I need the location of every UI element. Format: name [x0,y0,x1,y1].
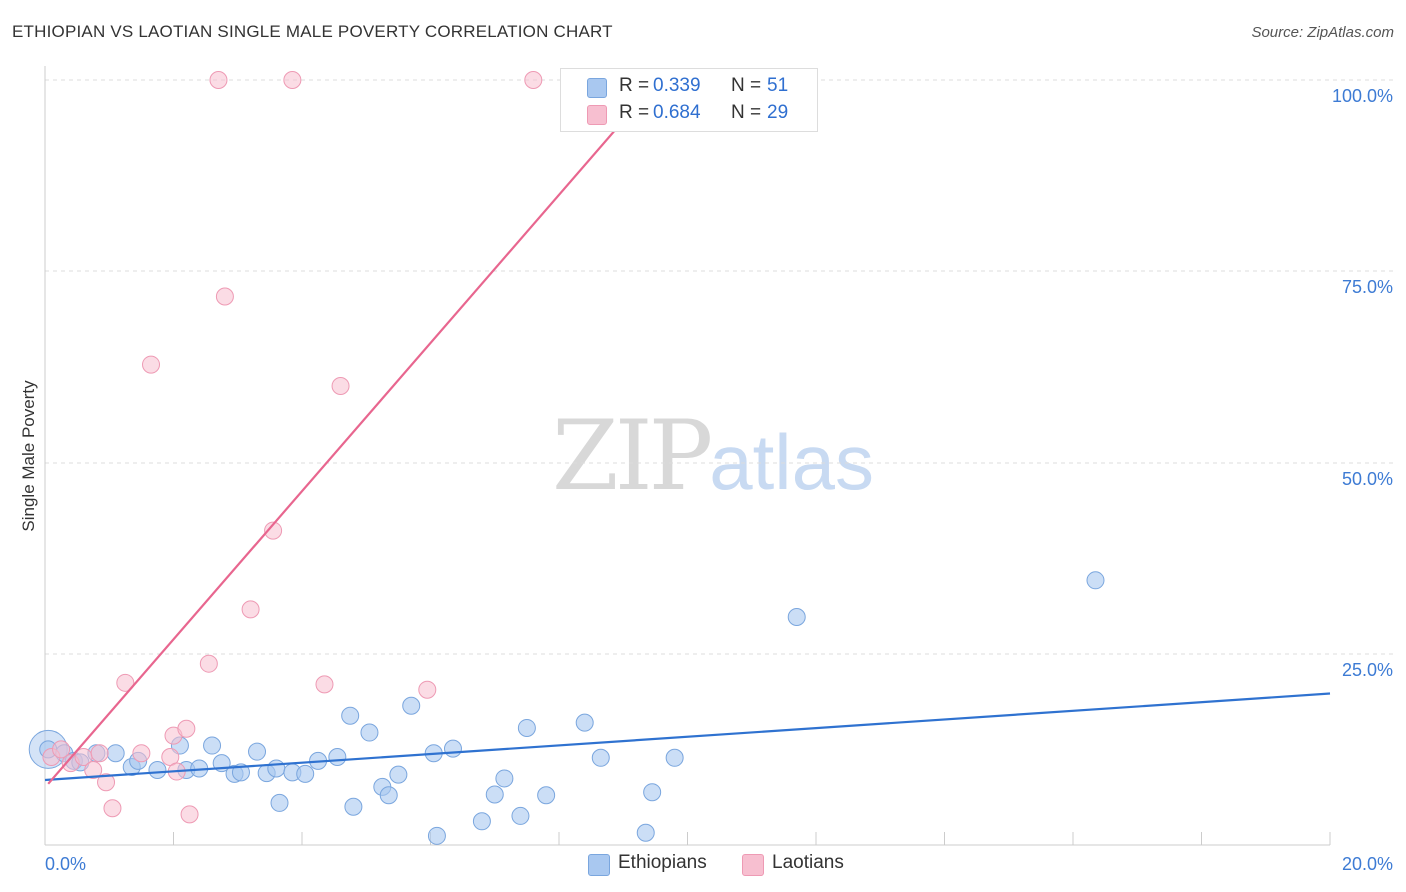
ethiopians-point [341,706,360,725]
laotians-swatch [587,105,607,125]
laotians-legend-label: Laotians [772,852,844,873]
ethiopians-point [787,608,806,627]
ethiopians-point [495,769,514,788]
source-label: Source: ZipAtlas.com [1251,24,1394,41]
ethiopians-point [517,718,536,737]
axes [44,66,1331,846]
ethiopians-point [636,823,655,842]
y-tick-label: 75.0% [1342,277,1393,297]
laotians-point [180,805,199,824]
tick-labels: 25.0% 50.0% 75.0% 100.0% 0.0% 20.0% Single Mal… [19,86,1393,874]
laotians-point [177,719,196,738]
laotians-point [241,600,260,619]
ethiopians-point [511,806,530,825]
laotians-point [209,71,228,89]
laotians-point [132,744,151,763]
laotians-point [215,287,234,306]
laotians-point [103,799,122,818]
y-axis-title: Single Male Poverty [19,380,38,532]
laotians-point [315,675,334,694]
r-label: R = [619,102,650,123]
laotians-point [524,71,543,89]
ethiopians-point [427,826,446,845]
ethiopians-point [344,797,363,816]
laotians-point [283,71,302,89]
ethiopians-trend-line [44,692,1331,782]
watermark-atlas: atlas [709,418,874,506]
ethiopians-point [472,812,491,831]
ethiopians-point [296,764,315,783]
n-value: 51 [767,75,789,96]
laotians-point [84,761,103,780]
laotians-point [52,740,71,759]
laotians-trend-line [47,79,660,785]
r-label: R = [619,75,650,96]
n-label: N = [731,75,762,96]
r-value: 0.339 [653,75,701,96]
watermark: ZIPatlas [552,400,874,512]
x-tick-label: 20.0% [1342,854,1393,874]
trend-lines [44,79,1331,785]
laotians-point [331,377,350,395]
laotians-point [199,654,218,673]
ethiopians-point [665,748,684,767]
ethiopians-legend-swatch [588,854,610,876]
ethiopians-point [148,761,167,780]
n-value: 29 [767,102,789,123]
ethiopians-point [328,748,347,767]
laotians-point [116,673,135,692]
ethiopians-point [443,739,462,758]
ethiopians-point [270,793,289,812]
ethiopians-swatch [587,78,607,98]
ethiopians-points [28,571,1105,845]
chart-title: ETHIOPIAN VS LAOTIAN SINGLE MALE POVERTY… [12,22,613,41]
ethiopians-point [1086,571,1105,590]
ethiopians-point [485,785,504,804]
n-label: N = [731,102,762,123]
ethiopians-point [267,759,286,778]
ethiopians-point [402,696,421,715]
laotians-point [90,744,109,763]
ethiopians-point [203,736,222,755]
laotians-point [264,521,283,540]
y-tick-label: 25.0% [1342,660,1393,680]
watermark-zip: ZIP [552,400,713,512]
ethiopians-point [643,783,662,802]
ethiopians-point [537,786,556,805]
x-tick-label: 0.0% [45,854,86,874]
ethiopians-point [360,723,379,742]
y-tick-label: 100.0% [1332,86,1393,106]
laotians-point [97,773,116,792]
r-value: 0.684 [653,102,701,123]
ethiopians-point [248,742,267,761]
ethiopians-point [575,713,594,732]
ethiopians-point [591,748,610,767]
laotians-legend-swatch [742,854,764,876]
correlation-legend: R = 0.339 N = 51 R = 0.684 N = 29 [560,68,818,132]
gridlines [45,79,1395,655]
y-tick-label: 50.0% [1342,469,1393,489]
ethiopians-point [379,786,398,805]
laotians-point [142,355,161,374]
ethiopians-point [106,744,125,763]
ethiopians-point [389,765,408,784]
laotians-point [418,680,437,699]
ethiopians-legend-label: Ethiopians [618,852,707,873]
